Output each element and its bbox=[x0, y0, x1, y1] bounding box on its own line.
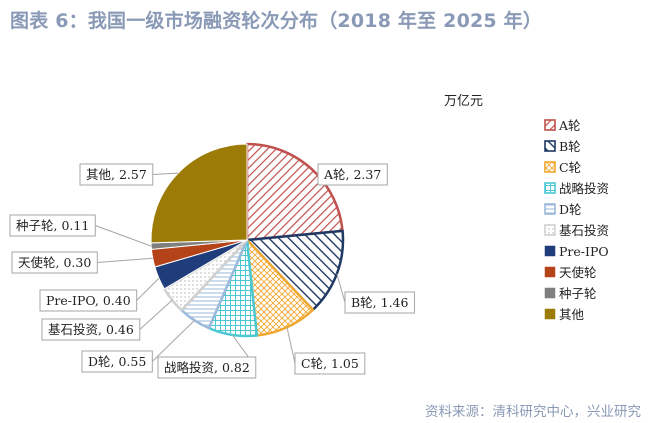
pie-slice-b-round bbox=[245, 229, 345, 312]
legend-swatch-cornerstone bbox=[544, 224, 556, 236]
legend-label-cornerstone: 基石投资 bbox=[559, 223, 609, 238]
legend-label-strategic: 战略投资 bbox=[559, 181, 609, 196]
legend-swatch-c-round bbox=[544, 161, 556, 173]
data-label-box-pre-ipo bbox=[39, 289, 138, 312]
leader-line-pre-ipo bbox=[136, 277, 160, 301]
leader-line-cornerstone bbox=[139, 299, 173, 330]
leader-line-seed bbox=[95, 225, 152, 247]
data-label-box-cornerstone bbox=[41, 318, 141, 341]
legend-swatch-d-round bbox=[544, 203, 556, 215]
data-label-box-d-round bbox=[81, 350, 153, 373]
pie-slices bbox=[150, 142, 345, 338]
data-label-box-b-round bbox=[344, 291, 415, 314]
legend-swatch-seed bbox=[544, 287, 556, 299]
label-leaders bbox=[95, 172, 346, 368]
legend-swatch-strategic bbox=[544, 182, 556, 194]
legend-label-d-round: D轮 bbox=[559, 202, 582, 217]
data-label-box-strategic bbox=[157, 356, 257, 379]
legend-label-c-round: C轮 bbox=[559, 160, 581, 175]
legend-swatch-b-round bbox=[544, 140, 556, 152]
legend-label-angel: 天使轮 bbox=[559, 265, 597, 280]
data-label-box-a-round bbox=[317, 163, 388, 186]
data-label-b-round: B轮, 1.46 bbox=[351, 295, 409, 310]
legend-label-seed: 种子轮 bbox=[559, 286, 597, 301]
pie-slice-other bbox=[150, 143, 248, 244]
leader-line-angel bbox=[97, 257, 153, 263]
legend-label-b-round: B轮 bbox=[559, 139, 581, 154]
data-label-cornerstone: 基石投资, 0.46 bbox=[48, 322, 134, 337]
legend-swatch-other bbox=[544, 308, 556, 320]
legend-swatch-pre-ipo bbox=[544, 245, 556, 257]
data-label-box-other bbox=[79, 163, 154, 186]
leader-line-b-round bbox=[336, 273, 346, 303]
data-label-pre-ipo: Pre-IPO, 0.40 bbox=[46, 293, 131, 308]
leader-line-c-round bbox=[286, 327, 296, 364]
data-label-other: 其他, 2.57 bbox=[86, 167, 147, 182]
legend-label-other: 其他 bbox=[559, 307, 585, 322]
data-label-angel: 天使轮, 0.30 bbox=[18, 255, 91, 270]
legend-swatch-angel bbox=[544, 266, 556, 278]
chart-title: 图表 6：我国一级市场融资轮次分布（2018 年至 2025 年） bbox=[10, 10, 543, 32]
leader-line-other bbox=[152, 172, 179, 175]
data-label-box-angel bbox=[11, 251, 98, 274]
unit-label: 万亿元 bbox=[444, 94, 483, 109]
legend-label-a-round: A轮 bbox=[558, 118, 581, 133]
leader-line-d-round bbox=[151, 319, 195, 362]
legend-label-pre-ipo: Pre-IPO bbox=[559, 244, 609, 259]
data-label-c-round: C轮, 1.05 bbox=[301, 356, 359, 371]
data-label-box-c-round bbox=[294, 352, 366, 375]
data-label-d-round: D轮, 0.55 bbox=[88, 354, 146, 369]
data-label-a-round: A轮, 2.37 bbox=[323, 167, 381, 182]
source-note: 资料来源：清科研究中心，兴业研究 bbox=[425, 404, 641, 420]
data-labels: A轮, 2.37 B轮, 1.46 C轮, 1.05 战略投资, 0.82 D轮, 0.… bbox=[9, 163, 415, 379]
data-label-strategic: 战略投资, 0.82 bbox=[164, 360, 250, 375]
pie-slice-a-round bbox=[245, 142, 344, 242]
data-label-seed: 种子轮, 0.11 bbox=[16, 218, 89, 233]
legend-swatch-a-round bbox=[544, 119, 556, 131]
data-label-box-seed bbox=[9, 214, 96, 237]
